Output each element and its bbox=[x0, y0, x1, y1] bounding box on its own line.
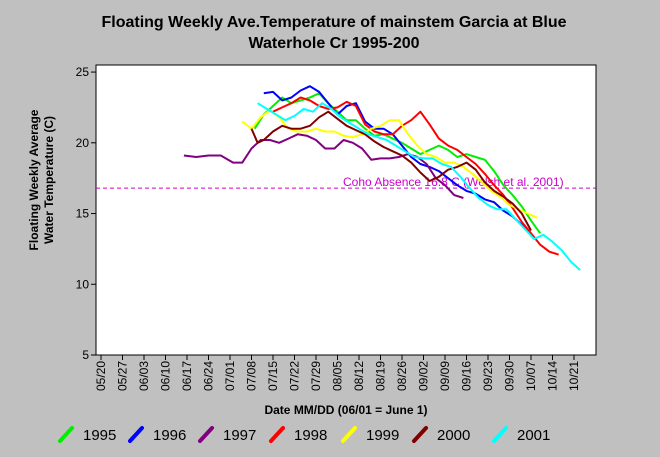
legend-label-1998: 1998 bbox=[294, 427, 327, 444]
legend-swatch-1998 bbox=[269, 426, 285, 443]
legend-swatch-1999 bbox=[341, 426, 357, 443]
x-tick-label-2: 06/03 bbox=[137, 361, 151, 391]
series-line-1996 bbox=[263, 85, 532, 236]
x-tick-label-14: 08/26 bbox=[395, 361, 409, 391]
x-tick-label-11: 08/05 bbox=[331, 361, 345, 391]
legend-swatch-1995 bbox=[58, 426, 74, 443]
x-tick-label-7: 07/08 bbox=[245, 361, 259, 391]
series-line-2001 bbox=[257, 102, 581, 271]
y-axis-title-line-2: Water Temperature (C) bbox=[42, 116, 56, 244]
x-tick-label-15: 09/02 bbox=[417, 361, 431, 391]
plot-area bbox=[95, 64, 597, 356]
x-tick-label-3: 06/10 bbox=[159, 361, 173, 391]
x-tick-label-4: 06/17 bbox=[180, 361, 194, 391]
legend-swatch-1996 bbox=[128, 426, 144, 443]
series-line-2000 bbox=[250, 110, 532, 231]
y-tick-label-5: 5 bbox=[82, 348, 89, 362]
x-tick-label-12: 08/12 bbox=[352, 361, 366, 391]
x-axis-title: Date MM/DD (06/01 = June 1) bbox=[264, 403, 427, 417]
y-tick-label-25: 25 bbox=[76, 65, 90, 79]
x-tick-label-16: 09/09 bbox=[438, 361, 452, 391]
y-axis-title-line-1: Floating Weekly Average bbox=[27, 109, 41, 250]
x-tick-label-1: 05/27 bbox=[116, 361, 130, 391]
x-tick-label-21: 10/14 bbox=[546, 361, 560, 391]
legend-label-2000: 2000 bbox=[437, 427, 470, 444]
legend-label-1997: 1997 bbox=[223, 427, 256, 444]
legend-swatch-2001 bbox=[492, 426, 508, 443]
y-axis: 5 10 15 20 25 bbox=[76, 65, 96, 362]
legend-label-1995: 1995 bbox=[83, 427, 116, 444]
legend-label-2001: 2001 bbox=[517, 427, 550, 444]
x-tick-label-18: 09/23 bbox=[481, 361, 495, 391]
x-tick-label-13: 08/19 bbox=[374, 361, 388, 391]
y-tick-label-15: 15 bbox=[76, 207, 90, 221]
series-group bbox=[183, 85, 581, 271]
chart-title-line-1: Floating Weekly Ave.Temperature of mains… bbox=[101, 14, 566, 31]
legend-label-1999: 1999 bbox=[366, 427, 399, 444]
chart-title-line-2: Waterhole Cr 1995-200 bbox=[248, 35, 419, 52]
x-tick-label-22: 10/21 bbox=[567, 361, 581, 391]
y-tick-label-20: 20 bbox=[76, 136, 90, 150]
x-tick-label-20: 10/07 bbox=[524, 361, 538, 391]
x-tick-label-6: 07/01 bbox=[223, 361, 237, 391]
legend-swatch-1997 bbox=[198, 426, 214, 443]
x-tick-label-0: 05/20 bbox=[94, 361, 108, 391]
y-tick-label-10: 10 bbox=[76, 277, 90, 291]
legend-label-1996: 1996 bbox=[153, 427, 186, 444]
x-tick-label-9: 07/22 bbox=[288, 361, 302, 391]
x-tick-label-19: 09/30 bbox=[503, 361, 517, 391]
y-axis-title: Floating Weekly Average Water Temperatur… bbox=[27, 109, 56, 250]
x-tick-label-8: 07/15 bbox=[266, 361, 280, 391]
x-tick-label-10: 07/29 bbox=[309, 361, 323, 391]
x-tick-label-17: 09/16 bbox=[460, 361, 474, 391]
x-tick-label-5: 06/24 bbox=[202, 361, 216, 391]
x-axis: 05/20 05/27 06/03 06/10 06/17 06/24 07/01 07/08… bbox=[94, 355, 581, 391]
legend-swatch-2000 bbox=[412, 426, 428, 443]
legend: 1995 1996 1997 1998 1999 2000 2001 bbox=[58, 426, 550, 444]
